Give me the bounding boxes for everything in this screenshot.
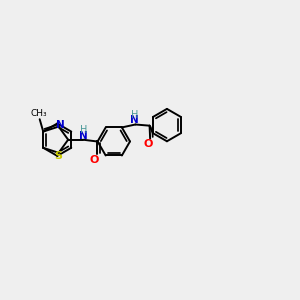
Text: S: S (55, 151, 63, 161)
Text: N: N (56, 120, 65, 130)
Text: O: O (90, 155, 99, 165)
Text: H: H (80, 125, 87, 135)
Text: H: H (131, 110, 139, 120)
Text: O: O (144, 139, 153, 149)
Text: N: N (80, 130, 88, 141)
Text: N: N (130, 116, 139, 125)
Text: CH₃: CH₃ (30, 109, 47, 118)
